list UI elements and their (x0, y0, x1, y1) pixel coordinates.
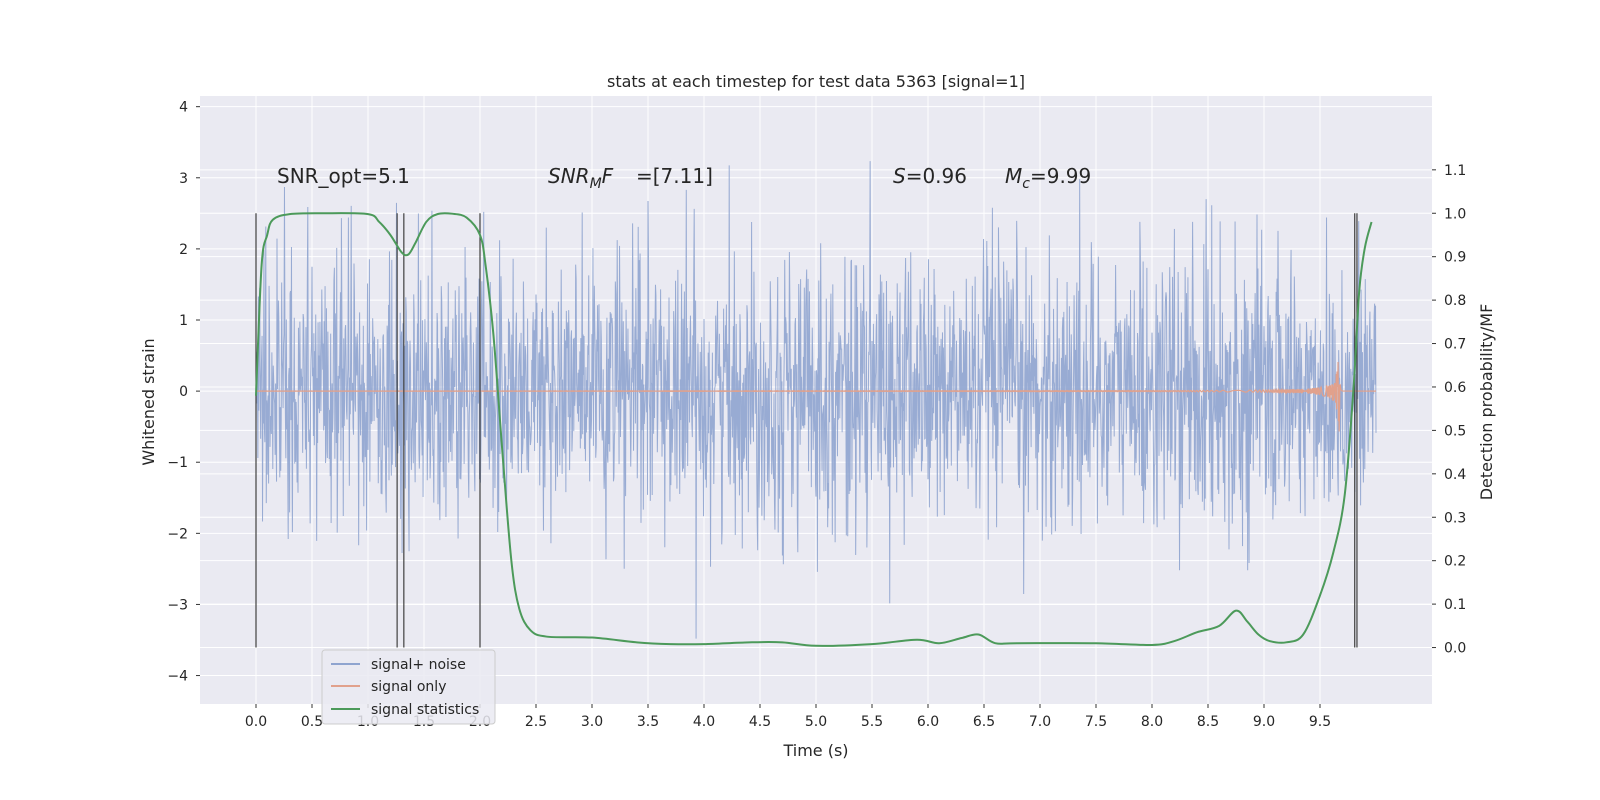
x-tick-label: 0.0 (245, 714, 267, 730)
mc-sub: c (1022, 176, 1030, 192)
signal-only-series (255, 362, 1377, 432)
y-right-tick-label: 0.4 (1444, 467, 1466, 483)
x-tick-label: 5.0 (805, 714, 827, 730)
y-right-tick-label: 0.1 (1444, 597, 1466, 613)
x-tick-label: 3.5 (637, 714, 659, 730)
x-tick-label: 7.5 (1085, 714, 1107, 730)
x-tick-label: 3.0 (581, 714, 603, 730)
y-right-tick-label: 0.0 (1444, 641, 1466, 657)
y-tick-label: −4 (167, 669, 188, 685)
x-tick-label: 8.0 (1141, 714, 1163, 730)
x-tick-label: 4.5 (749, 714, 771, 730)
mc-symbol: M (1005, 164, 1022, 188)
snr-mf-sub: M (590, 176, 602, 192)
y-right-tick-label: 0.5 (1444, 423, 1466, 439)
x-tick-label: 8.5 (1197, 714, 1219, 730)
y-right-tick-label: 1.1 (1444, 163, 1466, 179)
y-tick-label: 2 (179, 242, 188, 258)
y-tick-label: 1 (179, 313, 188, 329)
y-tick-label: −1 (167, 455, 188, 471)
y-axis-label: Whitened strain (139, 338, 158, 465)
legend-label-signal: signal only (371, 679, 446, 695)
y-right-tick-label: 0.3 (1444, 510, 1466, 526)
y-right-tick-label: 0.9 (1444, 250, 1466, 266)
snr-mf-f: F (602, 164, 614, 188)
signal-noise-series (255, 161, 1377, 639)
s-value: =0.96 (906, 164, 967, 188)
x-tick-label: 9.0 (1253, 714, 1275, 730)
x-tick-label: 5.5 (861, 714, 883, 730)
y-tick-label: −2 (167, 526, 188, 542)
y-tick-label: 3 (179, 171, 188, 187)
annotation-s: S=0.96 (893, 164, 967, 188)
y-tick-label: 0 (179, 384, 188, 400)
annotation-snr-opt: SNR_opt=5.1 (277, 164, 410, 188)
signal-only-trace (255, 362, 1377, 432)
y-axis-right-label: Detection probability/MF (1477, 304, 1496, 501)
y-right-tick-label: 0.8 (1444, 293, 1466, 309)
x-tick-label: 2.5 (525, 714, 547, 730)
annotation-snr-mf-value: =[7.11] (636, 164, 713, 188)
legend-label-stats: signal statistics (371, 702, 479, 718)
x-tick-label: 0.5 (301, 714, 323, 730)
annotations: SNR_opt=5.1 SNRMF =[7.11] S=0.96 Mc=9.99 (277, 164, 1091, 192)
x-tick-label: 6.0 (917, 714, 939, 730)
x-tick-label: 4.0 (693, 714, 715, 730)
x-tick-label: 7.0 (1029, 714, 1051, 730)
signal-statistics-series (255, 212, 1373, 647)
y-tick-label: −3 (167, 597, 188, 613)
noise-trace (255, 161, 1377, 639)
x-axis-label: Time (s) (782, 741, 848, 760)
x-tick-label: 6.5 (973, 714, 995, 730)
snr-mf-main: SNR (548, 164, 590, 188)
y-right-tick-label: 1.0 (1444, 206, 1466, 222)
legend-box (321, 649, 496, 725)
y-right-tick-label: 0.2 (1444, 554, 1466, 570)
legend-label-noise: signal+ noise (371, 657, 466, 673)
mc-value: =9.99 (1030, 164, 1091, 188)
y-right-tick-label: 0.6 (1444, 380, 1466, 396)
vertical-markers (255, 213, 1358, 648)
y-right-tick-label: 0.7 (1444, 337, 1466, 353)
s-symbol: S (893, 164, 906, 188)
x-tick-label: 9.5 (1309, 714, 1331, 730)
y-tick-label: 4 (179, 100, 188, 116)
legend: signal+ noise signal only signal statist… (321, 649, 496, 725)
signal-statistics-trace (255, 212, 1373, 647)
annotation-snr-mf: SNRMF (548, 164, 614, 192)
annotation-mc: Mc=9.99 (1005, 164, 1091, 192)
chart-title: stats at each timestep for test data 536… (607, 72, 1025, 91)
